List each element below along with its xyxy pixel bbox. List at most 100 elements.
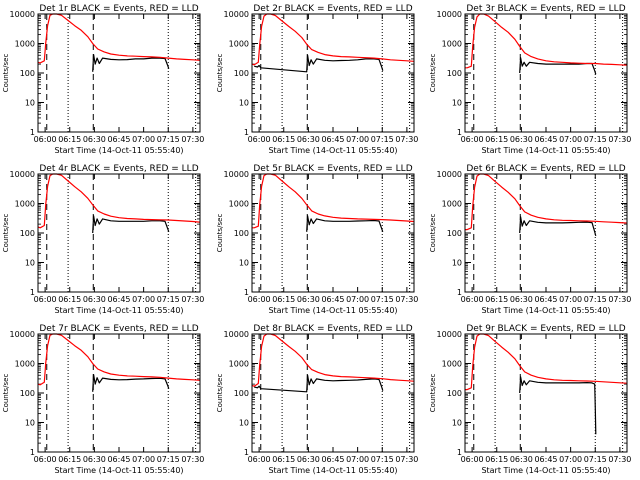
series-lld-line — [37, 173, 200, 229]
series-lld-line — [251, 333, 414, 387]
x-tick-label: 07:30 — [181, 295, 204, 304]
y-axis-label: Counts/sec — [216, 374, 224, 413]
x-tick-label: 06:15 — [272, 295, 295, 304]
x-axis-label: Start Time (14-Oct-11 05:55:40) — [54, 146, 183, 155]
y-tick-label: 10000 — [224, 10, 249, 19]
x-tick-label: 07:00 — [132, 295, 155, 304]
x-axis-label: Start Time (14-Oct-11 05:55:40) — [481, 146, 610, 155]
y-tick-label: 10000 — [437, 330, 462, 339]
y-tick-label: 1000 — [15, 200, 35, 209]
panel-title: Det 7r BLACK = Events, RED = LLD — [39, 324, 198, 334]
x-tick-label: 06:15 — [485, 455, 508, 464]
x-tick-label: 06:45 — [321, 455, 344, 464]
x-tick-label: 06:30 — [83, 455, 106, 464]
y-tick-label: 10000 — [224, 330, 249, 339]
series-events-line — [306, 215, 384, 233]
x-tick-label: 07:15 — [371, 295, 394, 304]
series-lld-line — [465, 333, 627, 391]
y-tick-label: 1 — [30, 448, 35, 457]
series-events-line — [519, 376, 597, 435]
x-tick-label: 06:00 — [461, 295, 484, 304]
x-tick-label: 06:45 — [107, 455, 130, 464]
plot-frame — [464, 333, 628, 453]
x-tick-label: 06:45 — [534, 295, 557, 304]
x-tick-label: 07:00 — [132, 455, 155, 464]
x-tick-label: 06:30 — [510, 295, 533, 304]
y-tick-label: 1000 — [442, 200, 462, 209]
x-tick-label: 06:15 — [58, 455, 81, 464]
y-tick-label: 1 — [244, 128, 249, 137]
y-tick-label: 10 — [452, 419, 462, 428]
plot-frame — [251, 173, 415, 293]
series-events-line — [254, 374, 384, 393]
x-tick-label: 07:00 — [559, 135, 582, 144]
x-tick-label: 06:15 — [58, 295, 81, 304]
plot-frame — [37, 173, 201, 293]
series-events-line — [519, 216, 597, 237]
x-tick-label: 06:00 — [34, 135, 57, 144]
panel-det-4r: Det 4r BLACK = Events, RED = LLD Start Ti… — [2, 164, 204, 315]
y-tick-label: 100 — [20, 389, 35, 398]
y-tick-label: 1000 — [229, 360, 249, 369]
x-tick-label: 06:15 — [485, 135, 508, 144]
panel-title: Det 1r BLACK = Events, RED = LLD — [39, 4, 198, 14]
y-tick-label: 1000 — [229, 40, 249, 49]
y-tick-label: 1000 — [229, 200, 249, 209]
y-tick-label: 1 — [244, 288, 249, 297]
x-tick-label: 07:15 — [584, 295, 607, 304]
y-axis-label: Counts/sec — [2, 374, 10, 413]
x-tick-label: 07:15 — [157, 295, 180, 304]
y-tick-label: 100 — [234, 229, 249, 238]
x-tick-label: 06:15 — [485, 295, 508, 304]
panel-det-7r: Det 7r BLACK = Events, RED = LLD Start Ti… — [2, 324, 204, 475]
plot-frame — [37, 13, 201, 133]
y-axis-label: Counts/sec — [216, 54, 224, 93]
x-tick-label: 06:00 — [34, 295, 57, 304]
x-tick-label: 06:45 — [107, 295, 130, 304]
x-tick-label: 06:45 — [534, 455, 557, 464]
x-tick-label: 06:30 — [297, 455, 320, 464]
x-axis-label: Start Time (14-Oct-11 05:55:40) — [268, 306, 397, 315]
y-tick-label: 100 — [447, 69, 462, 78]
panel-title: Det 5r BLACK = Events, RED = LLD — [253, 164, 412, 174]
panel-title: Det 9r BLACK = Events, RED = LLD — [466, 324, 625, 334]
y-tick-label: 1000 — [15, 360, 35, 369]
x-tick-label: 07:30 — [181, 135, 204, 144]
panel-det-3r: Det 3r BLACK = Events, RED = LLD Start Ti… — [429, 4, 631, 155]
series-lld-line — [37, 13, 200, 64]
x-tick-label: 07:00 — [346, 295, 369, 304]
panel-title: Det 3r BLACK = Events, RED = LLD — [466, 4, 625, 14]
x-tick-label: 07:15 — [371, 135, 394, 144]
series-lld-line — [465, 13, 627, 69]
x-tick-label: 06:00 — [248, 455, 271, 464]
x-tick-label: 07:30 — [181, 455, 204, 464]
x-axis-label: Start Time (14-Oct-11 05:55:40) — [268, 146, 397, 155]
x-tick-label: 07:15 — [584, 135, 607, 144]
panel-title: Det 2r BLACK = Events, RED = LLD — [253, 4, 412, 14]
y-tick-label: 10000 — [10, 170, 35, 179]
y-axis-label: Counts/sec — [429, 54, 437, 93]
panel-det-6r: Det 6r BLACK = Events, RED = LLD Start Ti… — [429, 164, 631, 315]
x-axis-label: Start Time (14-Oct-11 05:55:40) — [54, 466, 183, 475]
x-tick-label: 07:15 — [371, 455, 394, 464]
x-tick-label: 07:30 — [395, 455, 418, 464]
series-lld-line — [251, 13, 414, 66]
y-tick-label: 10 — [452, 259, 462, 268]
x-tick-label: 06:30 — [510, 455, 533, 464]
y-axis-label: Counts/sec — [429, 374, 437, 413]
x-tick-label: 06:15 — [272, 455, 295, 464]
y-tick-label: 10 — [239, 259, 249, 268]
x-axis-label: Start Time (14-Oct-11 05:55:40) — [481, 466, 610, 475]
panel-title: Det 8r BLACK = Events, RED = LLD — [253, 324, 412, 334]
y-tick-label: 10 — [452, 99, 462, 108]
x-tick-label: 06:00 — [248, 135, 271, 144]
plot-frame — [464, 13, 628, 133]
x-tick-label: 06:30 — [510, 135, 533, 144]
x-tick-label: 06:15 — [272, 135, 295, 144]
panel-det-1r: Det 1r BLACK = Events, RED = LLD Start Ti… — [2, 4, 204, 155]
x-axis-label: Start Time (14-Oct-11 05:55:40) — [481, 306, 610, 315]
series-events-line — [254, 54, 384, 73]
x-axis-label: Start Time (14-Oct-11 05:55:40) — [54, 306, 183, 315]
y-tick-label: 1 — [457, 288, 462, 297]
